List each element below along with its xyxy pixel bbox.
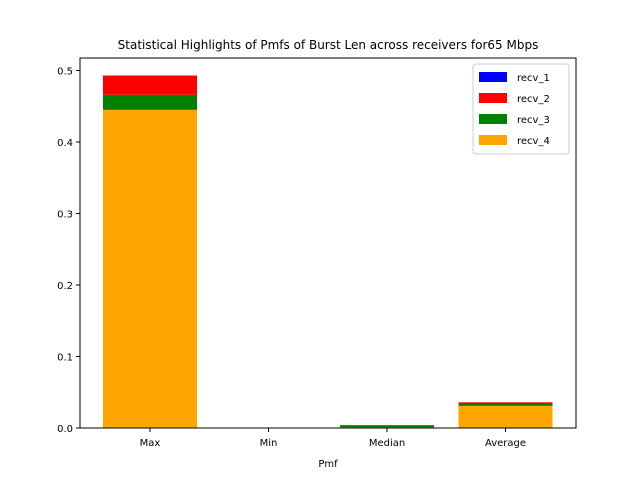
bar-recv_3-max [103, 94, 197, 110]
bars-group [103, 75, 553, 428]
x-axis-label: Pmf [318, 459, 338, 470]
legend-swatch-recv_4 [479, 135, 507, 145]
plot-area-frame [79, 57, 577, 429]
x-tick-label: Average [485, 438, 526, 449]
bar-recv_2-average [458, 402, 553, 403]
x-tick-label: Median [369, 438, 405, 449]
legend: recv_1 recv_2 recv_3 recv_4 [472, 63, 570, 155]
legend-swatch-recv_1 [479, 72, 507, 82]
bar-recv_4-max [103, 109, 197, 428]
y-tick-label: 0.5 [57, 67, 73, 78]
y-tick-label: 0.2 [57, 281, 73, 292]
bar-recv_3-median [340, 425, 434, 428]
legend-label-recv_1: recv_1 [517, 73, 550, 84]
legend-label-recv_4: recv_4 [517, 136, 550, 147]
y-tick-label: 0.4 [57, 138, 73, 149]
bar-recv_2-max [103, 75, 197, 95]
legend-label-recv_2: recv_2 [517, 94, 550, 105]
x-tick-label: Max [140, 438, 161, 449]
legend-frame [472, 63, 570, 155]
legend-label-recv_3: recv_3 [517, 115, 550, 126]
y-tick-label: 0.1 [57, 353, 73, 364]
x-axis: Max Min Median Average [140, 428, 526, 449]
chart-title: Statistical Highlights of Pmfs of Burst … [118, 38, 539, 52]
bar-recv_3-average [458, 402, 553, 406]
legend-swatch-recv_2 [479, 93, 507, 103]
y-tick-label: 0.0 [57, 424, 73, 435]
y-axis: 0.0 0.1 0.2 0.3 0.4 0.5 [57, 67, 80, 435]
bar-recv_4-average [458, 405, 553, 428]
y-tick-label: 0.3 [57, 210, 73, 221]
legend-swatch-recv_3 [479, 114, 507, 124]
x-tick-label: Min [260, 438, 278, 449]
